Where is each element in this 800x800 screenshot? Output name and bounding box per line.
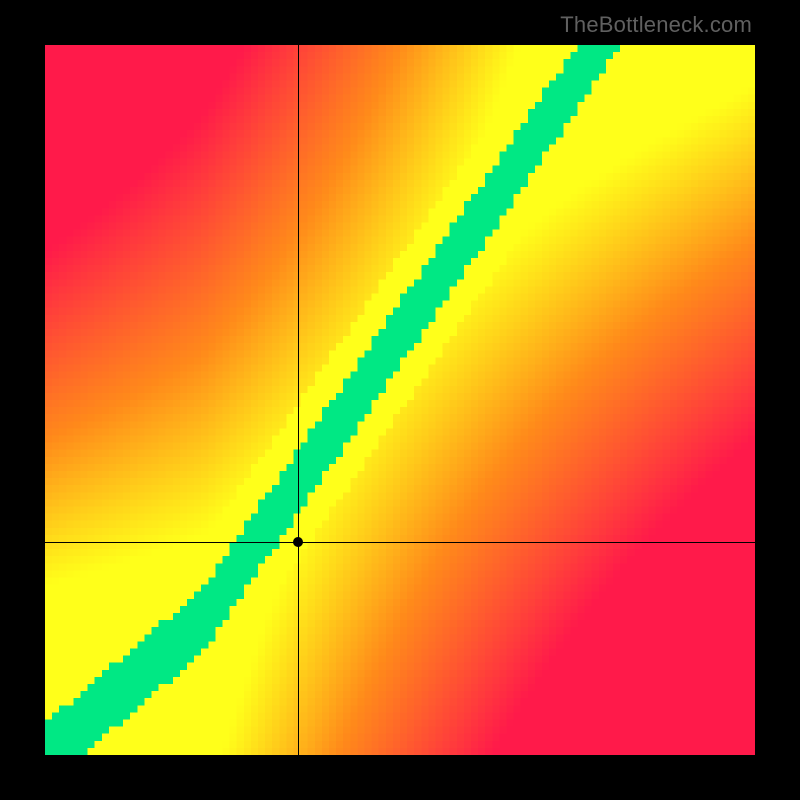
chart-frame: TheBottleneck.com [0,0,800,800]
watermark-text: TheBottleneck.com [560,12,752,38]
crosshair-vertical [298,45,299,755]
crosshair-horizontal [45,542,755,543]
bottleneck-heatmap [45,45,755,755]
